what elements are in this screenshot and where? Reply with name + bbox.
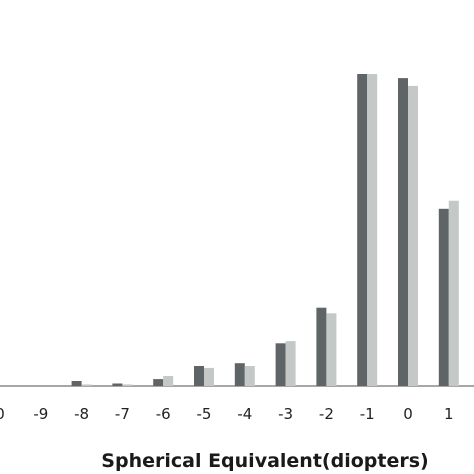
x-tick-label: -6	[156, 405, 171, 423]
x-tick-label: -2	[319, 405, 334, 423]
bar-light-9	[367, 74, 378, 386]
x-tick-label: -9	[33, 405, 48, 423]
bar-dark-5	[194, 366, 204, 386]
bar-light-4	[163, 376, 174, 386]
bar-light-11	[448, 200, 459, 386]
bar-dark-10	[398, 78, 408, 386]
bar-dark-3	[112, 383, 123, 386]
bar-dark-11	[438, 208, 449, 386]
x-tick-label: -5	[197, 405, 212, 423]
bar-light-7	[285, 341, 296, 386]
bar-dark-6	[234, 363, 245, 386]
bar-dark-7	[275, 343, 286, 386]
bar-dark-9	[357, 74, 368, 386]
bar-light-8	[326, 313, 337, 386]
x-tick-label: -8	[74, 405, 89, 423]
x-tick-labels: 0-9-8-7-6-5-4-3-2-1012	[0, 405, 454, 423]
bar-dark-8	[316, 307, 327, 386]
bar-dark-2	[71, 381, 82, 386]
x-tick-label: -7	[115, 405, 130, 423]
bar-light-2	[81, 384, 92, 386]
bar-light-5	[204, 367, 214, 386]
x-tick-label: -3	[278, 405, 293, 423]
x-tick-label: 0	[403, 405, 413, 423]
bar-light-10	[408, 85, 418, 387]
x-tick-label: -1	[360, 405, 375, 423]
x-tick-label: 0	[0, 405, 5, 423]
bar-light-3	[122, 384, 133, 386]
bar-light-6	[244, 366, 255, 386]
x-axis-title: Spherical Equivalent(diopters)	[101, 450, 428, 472]
bar-dark-4	[153, 379, 164, 386]
bars-group	[71, 74, 459, 387]
x-tick-label: 1	[444, 405, 454, 423]
x-tick-label: -4	[237, 405, 252, 423]
